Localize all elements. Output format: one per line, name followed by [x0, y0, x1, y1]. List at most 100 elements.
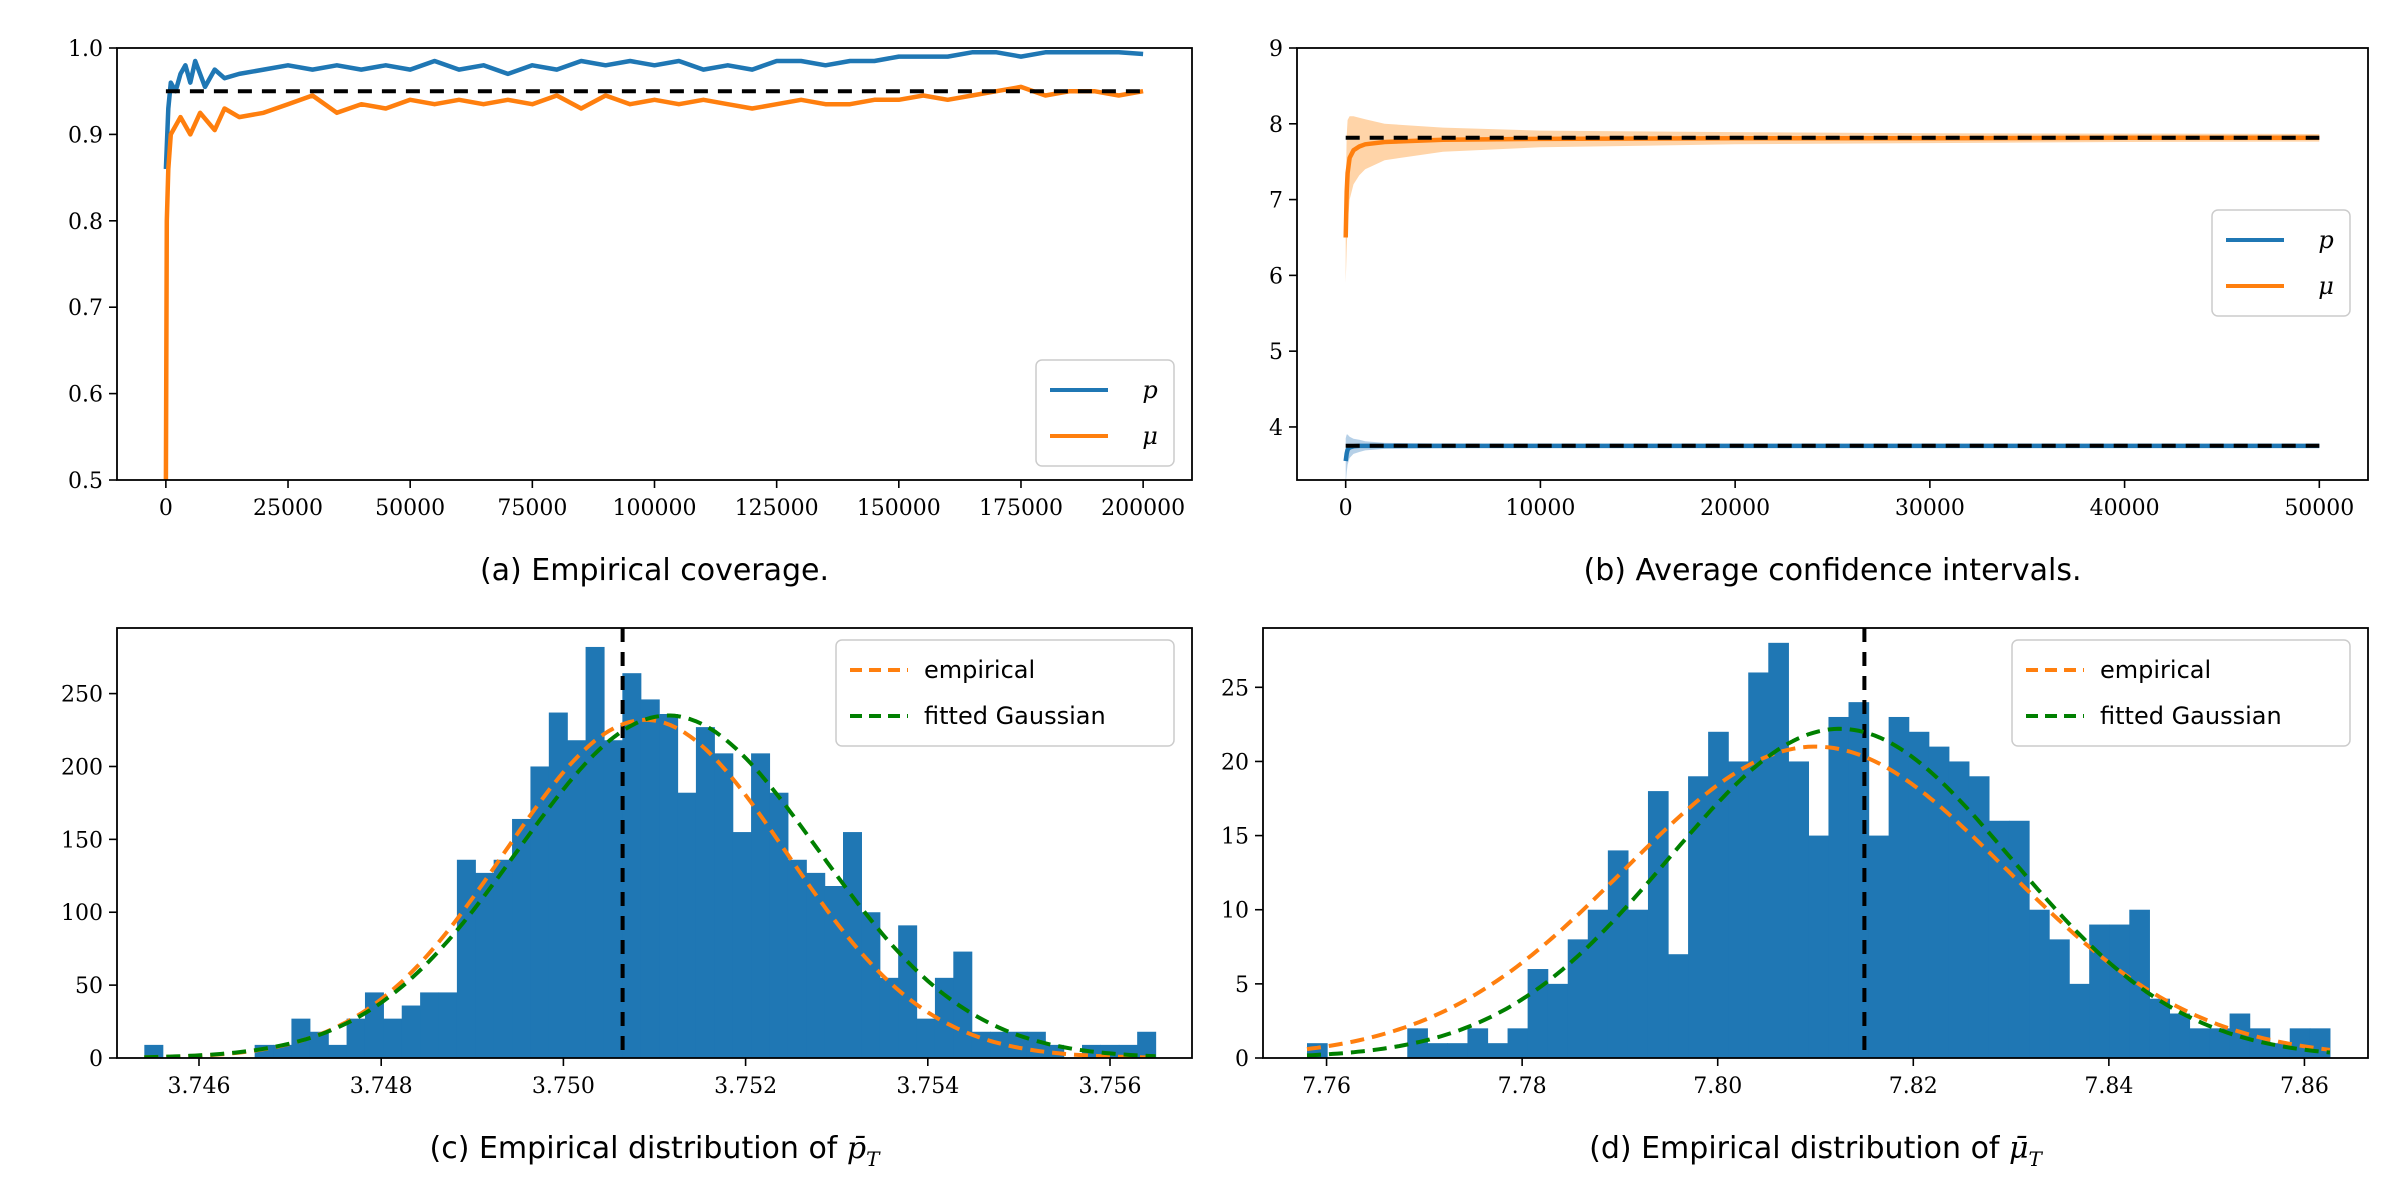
- histogram-bar: [585, 646, 605, 1058]
- histogram-bar: [364, 992, 384, 1058]
- caption-subscript: T: [2029, 1147, 2044, 1171]
- curve-empirical: [1306, 744, 2331, 1052]
- x-tick-label: 7.82: [1889, 1074, 1938, 1099]
- histogram-bar: [512, 818, 532, 1058]
- caption-symbol: p̄: [847, 1131, 866, 1166]
- histogram-bar: [953, 951, 973, 1058]
- y-tick-label: 6: [1269, 264, 1283, 289]
- legend-label-fitted-gaussian: fitted Gaussian: [2100, 702, 2282, 730]
- histogram-bar: [1768, 642, 1789, 1058]
- x-tick-label: 3.754: [896, 1074, 959, 1099]
- histogram-bar: [2008, 820, 2030, 1058]
- histogram-bar: [1908, 731, 1930, 1058]
- histogram-bar: [1547, 983, 1569, 1058]
- histogram-bar: [2229, 1013, 2251, 1058]
- histogram-bar: [1708, 731, 1729, 1058]
- x-tick-label: 3.756: [1079, 1074, 1142, 1099]
- y-tick-label: 150: [61, 828, 103, 853]
- histogram-bar: [401, 1005, 421, 1058]
- y-tick-label: 15: [1221, 825, 1249, 850]
- histogram-bar: [1647, 791, 1669, 1058]
- histogram-bar: [291, 1018, 311, 1058]
- histogram-bar: [1668, 954, 1689, 1058]
- histogram-bar: [328, 1044, 348, 1058]
- histogram-bar: [2029, 909, 2050, 1058]
- histogram-bar: [2149, 998, 2171, 1058]
- histogram-bar: [2069, 983, 2090, 1058]
- axes-frame: [116, 627, 1193, 1059]
- series-line-p: [1343, 443, 2320, 462]
- histogram-bar: [2109, 924, 2130, 1058]
- histogram-bar: [1567, 939, 1589, 1058]
- histogram-bar: [1728, 761, 1749, 1058]
- x-tick-label: 10000: [1505, 496, 1575, 521]
- histogram-bar: [2189, 1028, 2211, 1058]
- caption-subscript: T: [866, 1147, 881, 1171]
- histogram-bar: [787, 859, 807, 1058]
- histogram-bar: [879, 977, 899, 1058]
- x-tick-label: 75000: [497, 496, 567, 521]
- y-tick-label: 4: [1269, 416, 1283, 441]
- histogram-bar: [1447, 1043, 1469, 1058]
- y-tick-label: 9: [1269, 37, 1283, 62]
- legend-label-mu: μ: [2318, 272, 2334, 300]
- histogram-bar: [769, 792, 789, 1058]
- histogram-bar: [2249, 1028, 2271, 1058]
- y-tick-label: 0.8: [68, 210, 103, 235]
- histogram-bar: [1948, 761, 1970, 1058]
- caption-text: (c) Empirical distribution of: [430, 1131, 847, 1166]
- x-tick-label: 0: [1339, 496, 1353, 521]
- histogram-bar: [1688, 776, 1709, 1058]
- x-tick-label: 30000: [1895, 496, 1965, 521]
- histogram-bar: [1748, 672, 1769, 1058]
- curve-fitted-Gaussian: [1306, 726, 2331, 1058]
- caption: (c) Empirical distribution of p̄T: [430, 1131, 882, 1171]
- histogram-bar: [916, 1018, 936, 1058]
- histogram-bar: [144, 1044, 164, 1058]
- histogram-bar: [898, 925, 918, 1058]
- legend-label-mu: μ: [1142, 422, 1158, 450]
- x-tick-label: 25000: [253, 496, 323, 521]
- histogram-bar: [732, 832, 752, 1058]
- histogram-bar: [640, 699, 660, 1058]
- confidence-band-p: [1345, 434, 2320, 480]
- histogram-bar: [751, 753, 771, 1058]
- histogram-bar: [1828, 716, 1850, 1058]
- caption: (b) Average confidence intervals.: [1583, 553, 2081, 588]
- histogram-bar: [2209, 1028, 2231, 1058]
- histogram-bar: [1587, 909, 1609, 1058]
- histogram-bar: [1427, 1043, 1448, 1058]
- histogram-bar: [1928, 746, 1950, 1058]
- y-tick-label: 10: [1221, 899, 1249, 924]
- histogram-bar: [1527, 969, 1549, 1058]
- histogram-bar: [1968, 776, 1990, 1058]
- curve-fitted-Gaussian: [144, 713, 1156, 1058]
- histogram-bar: [1868, 835, 1890, 1058]
- y-tick-label: 25: [1221, 676, 1249, 701]
- x-tick-label: 175000: [979, 496, 1063, 521]
- histogram-bar: [1507, 1028, 1529, 1058]
- axes-frame: [1296, 47, 2369, 481]
- x-tick-label: 125000: [735, 496, 819, 521]
- caption: (d) Empirical distribution of μ̄T: [1589, 1131, 2043, 1171]
- panel-d-distribution-mu: 7.76 7.78 7.80 7.82 7.84 7.86 0 5 10 15 20 25 empiri…: [1221, 627, 2369, 1171]
- histogram-bar: [2169, 1013, 2191, 1058]
- histogram-bar: [567, 740, 587, 1058]
- histogram-bar: [695, 727, 715, 1058]
- x-tick-label: 50000: [2284, 496, 2354, 521]
- histogram-bar: [456, 859, 476, 1058]
- x-tick-label: 3.748: [350, 1074, 413, 1099]
- histogram-bar: [714, 753, 734, 1058]
- y-tick-label: 0.5: [68, 469, 103, 494]
- x-tick-label: 7.84: [2084, 1074, 2133, 1099]
- legend-box: [1035, 359, 1175, 467]
- histogram-bar: [2289, 1028, 2311, 1058]
- confidence-band-mu: [1345, 116, 2320, 283]
- y-tick-label: 0.9: [68, 123, 103, 148]
- series-line-mu: [1343, 135, 2320, 238]
- x-tick-label: 0: [159, 496, 173, 521]
- x-tick-label: 7.78: [1498, 1074, 1547, 1099]
- histogram-bar: [530, 766, 550, 1058]
- histogram-bar: [1487, 1043, 1509, 1058]
